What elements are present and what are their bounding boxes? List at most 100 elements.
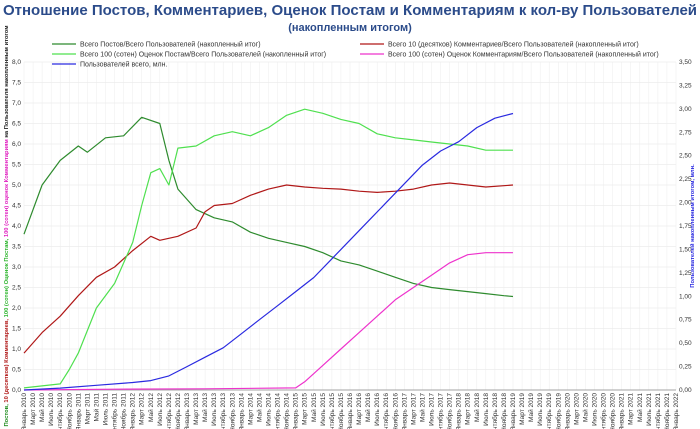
x-tick-label: Июль 2016 [374,393,381,426]
left-tick-label: 7,0 [12,100,21,107]
x-tick-label: Май 2017 [418,393,426,422]
x-tick-label: Сентябрь 2018 [491,393,499,429]
x-tick-label: Сентябрь 2020 [600,393,608,429]
y-axis-label-left: Постов, 10 (десятков) Комментариев, 100 … [4,25,10,426]
x-tick-label: Март 2018 [465,393,472,425]
x-tick-label: Январь 2010 [21,393,28,429]
left-tick-label: 6,0 [12,141,21,148]
x-tick-label: Сентябрь 2016 [382,393,390,429]
chart-title: Отношение Постов, Комментариев, Оценок П… [2,2,698,19]
x-tick-label: Март 2020 [573,393,580,425]
right-tick-label: 2,75 [679,129,692,136]
x-tick-label: Май 2021 [636,393,644,422]
comment-votes-line [23,252,513,391]
x-tick-label: Март 2011 [84,393,91,425]
y-axis-label-part: на Пользователя накопленным итогом [4,25,10,139]
y-axis-label-part: Постов, [4,403,10,427]
x-tick-label: Ноябрь 2017 [446,393,454,429]
x-tick-label: Ноябрь 2012 [174,393,182,429]
x-tick-label: Январь 2017 [401,393,408,429]
x-tick-label: Сентябрь 2015 [328,393,336,429]
right-tick-label: 3,25 [679,82,692,89]
x-tick-label: Июль 2013 [211,393,218,426]
x-tick-label: Май 2018 [473,393,481,422]
right-tick-label: 2,00 [679,200,692,207]
chart-subtitle: (накопленным итогом) [288,22,412,34]
x-tick-label: Июль 2019 [537,393,544,426]
y-axis-label-part: 100 (сотен) Оценок Постам, [4,237,10,317]
x-tick-label: Март 2017 [410,393,417,425]
x-tick-label: Март 2013 [193,393,200,425]
x-tick-label: Январь 2021 [619,393,626,429]
left-tick-label: 8,0 [12,59,21,66]
x-tick-label: Ноябрь 2010 [65,393,73,429]
x-tick-label: Май 2012 [147,393,155,422]
x-tick-label: Ноябрь 2018 [500,393,508,429]
posts-line [23,116,514,298]
right-tick-label: 1,50 [679,246,692,253]
x-tick-label: Январь 2014 [238,393,245,429]
x-tick-label: Июль 2014 [266,393,273,426]
x-tick-label: Ноябрь 2016 [391,393,399,429]
x-tick-label: Май 2010 [38,393,46,422]
x-tick-label: Май 2020 [581,393,589,422]
x-tick-label: Май 2014 [255,393,263,422]
x-tick-label: Май 2015 [310,393,318,422]
x-tick-label: Ноябрь 2011 [120,393,128,429]
x-tick-label: Ноябрь 2019 [554,393,562,429]
right-tick-label: 3,00 [679,106,692,113]
left-tick-label: 4,5 [12,203,21,210]
right-tick-label: 2,25 [679,176,692,183]
x-tick-label: Ноябрь 2021 [663,393,671,429]
x-tick-label: Март 2012 [139,393,146,425]
x-tick-label: Январь 2016 [347,393,354,429]
right-tick-label: 0,50 [679,340,692,347]
x-tick-label: Сентябрь 2017 [437,393,445,429]
x-tick-label: Июль 2012 [157,393,164,426]
x-tick-label: Май 2016 [364,393,372,422]
x-tick-label: Январь 2015 [293,393,300,429]
x-tick-label: Март 2014 [247,393,254,425]
x-tick-label: Март 2019 [519,393,526,425]
x-tick-label: Ноябрь 2014 [283,393,291,429]
x-tick-label: Сентябрь 2019 [545,393,553,429]
right-tick-label: 3,50 [679,59,692,66]
left-tick-label: 2,5 [12,285,21,292]
x-tick-label: Июль 2021 [646,393,653,426]
x-tick-label: Январь 2011 [75,393,82,429]
right-tick-label: 1,25 [679,270,692,277]
x-tick-label: Сентябрь 2014 [274,393,282,429]
legend-label: Всего 100 (сотен) Оценок Комментариям/Вс… [388,51,659,59]
right-tick-label: 0,75 [679,317,692,324]
x-tick-label: Июль 2011 [103,393,110,426]
x-tick-label: Сентябрь 2010 [56,393,64,429]
x-tick-label: Сентябрь 2011 [111,393,119,429]
y-axis-label-part: 10 (десятков) Комментариев, [4,317,10,402]
x-tick-label: Май 2011 [92,393,100,422]
x-tick-label: Январь 2013 [184,393,191,429]
x-tick-label: Июль 2017 [429,393,436,426]
legend-label: Всего 10 (десятков) Комментариев/Всего П… [388,41,639,49]
x-tick-label: Ноябрь 2015 [337,393,345,429]
left-tick-label: 1,5 [12,326,21,333]
left-tick-label: 3,5 [12,244,21,251]
legend-label: Пользователей всего, млн. [80,61,168,69]
left-tick-label: 1,0 [12,346,21,353]
right-tick-label: 0,25 [679,364,692,371]
x-tick-label: Июль 2015 [320,393,327,426]
left-tick-label: 0,0 [12,387,21,394]
left-tick-label: 2,0 [12,305,21,312]
right-tick-label: 1,00 [679,293,692,300]
x-tick-label: Сентябрь 2012 [165,393,173,429]
right-tick-label: 2,50 [679,153,692,160]
legend-label: Всего Постов/Всего Пользователей (накопл… [80,41,261,49]
legend-label: Всего 100 (сотен) Оценок Постам/Всего По… [80,51,326,59]
x-tick-label: Январь 2012 [130,393,137,429]
left-tick-label: 3,0 [12,264,21,271]
x-tick-label: Март 2015 [302,393,309,425]
x-tick-label: Июль 2020 [592,393,599,426]
x-tick-label: Январь 2018 [456,393,463,429]
comments-line [23,182,514,354]
x-tick-label: Январь 2022 [673,393,680,429]
